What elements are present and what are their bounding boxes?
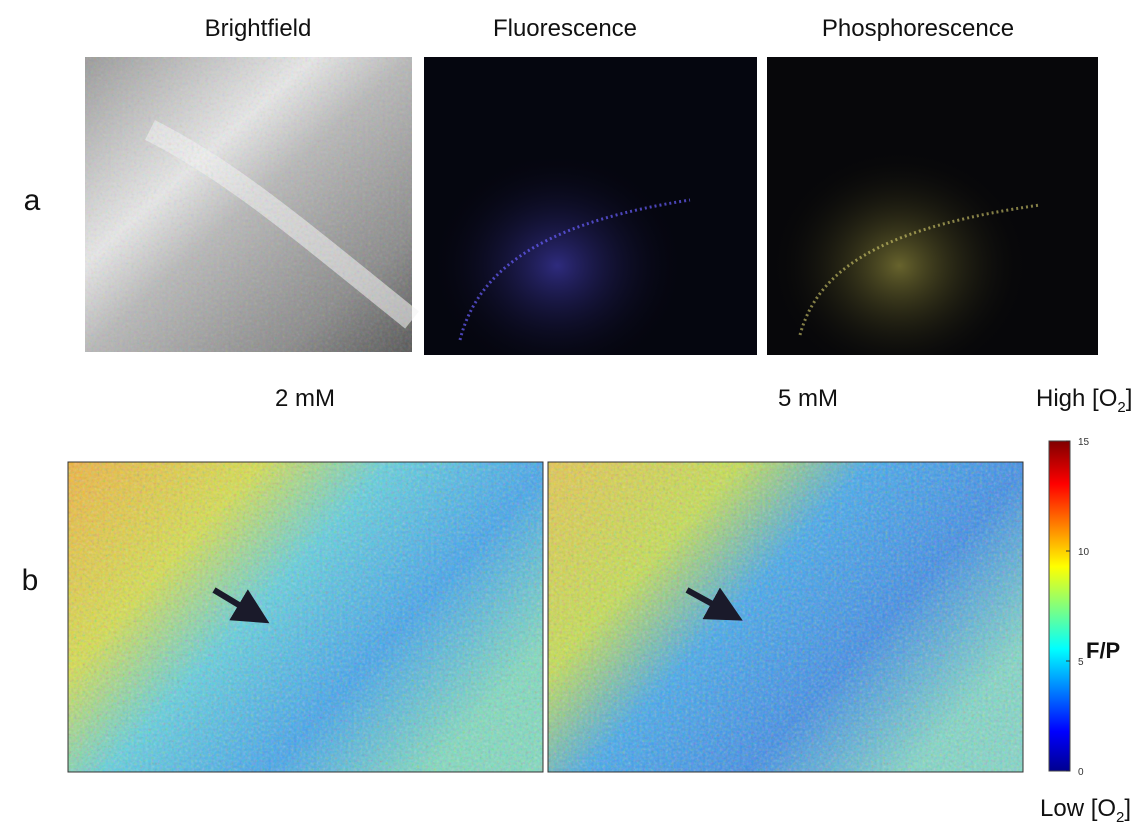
phosphorescence-image	[767, 57, 1098, 355]
figure: a Brightfield Fluorescence Phosphorescen…	[0, 0, 1148, 833]
image-title: Phosphorescence	[822, 15, 1014, 42]
map-title: 5 mM	[778, 385, 838, 412]
colorbar-tick-label: 10	[1078, 547, 1090, 558]
high-o2-label: High [O2]	[1036, 385, 1132, 416]
map-title: 2 mM	[275, 385, 335, 412]
colorbar	[1049, 441, 1070, 771]
fluorescence-image	[424, 57, 757, 355]
colorbar-tick-label: 0	[1078, 767, 1084, 778]
brightfield-image	[85, 57, 412, 352]
colorbar-label: F/P	[1086, 638, 1120, 663]
image-title: Fluorescence	[493, 15, 637, 42]
panel-label: a	[24, 184, 41, 217]
colorbar-tick-label: 5	[1078, 657, 1084, 668]
image-title: Brightfield	[205, 15, 312, 42]
low-o2-label: Low [O2]	[1040, 795, 1131, 826]
ratio-map	[548, 462, 1023, 772]
colorbar-tick-label: 15	[1078, 437, 1090, 448]
panel-label: b	[22, 564, 39, 597]
ratio-map	[68, 462, 543, 772]
